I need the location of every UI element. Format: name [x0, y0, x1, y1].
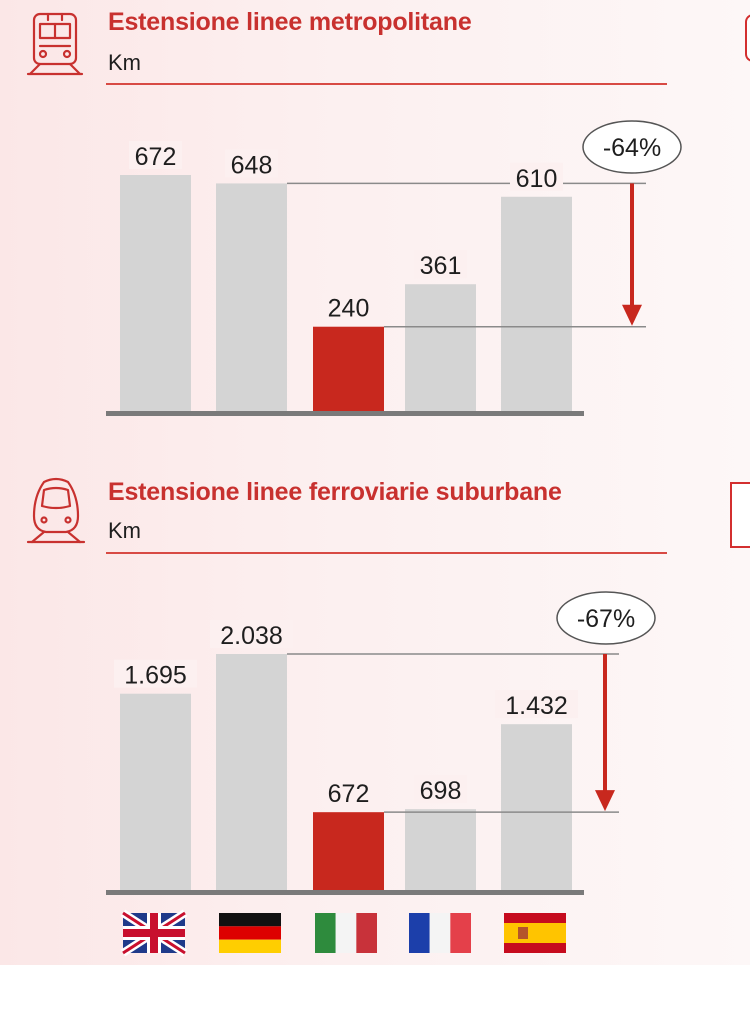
value-label-bg	[510, 162, 563, 191]
bar-uk	[120, 693, 191, 890]
change-badge-label: -64%	[603, 134, 661, 162]
value-label: 1.695	[124, 662, 187, 690]
bar-uk	[120, 175, 191, 411]
title-rule	[106, 552, 667, 554]
chart-title: Estensione linee ferroviarie suburbane	[108, 478, 562, 506]
value-label: 648	[231, 151, 273, 179]
value-label-bg	[210, 620, 293, 648]
suburban-bar-chart: 1.695 2.038 672 698 1.432 -67%	[106, 591, 656, 895]
value-label-bg	[225, 149, 278, 178]
x-axis-baseline	[106, 411, 584, 416]
france-flag-icon	[409, 913, 471, 953]
country-flags-row	[120, 909, 566, 957]
cropped-right-element	[730, 482, 750, 548]
spain-flag-icon	[504, 913, 566, 953]
germany-flag-icon	[219, 913, 281, 953]
bar-germany	[216, 183, 287, 411]
bar-spain	[501, 724, 572, 890]
metro-train-icon	[26, 12, 84, 76]
value-label-bg	[114, 659, 197, 688]
change-badge-label: -67%	[577, 605, 635, 633]
value-label: 240	[328, 295, 370, 323]
value-label: 1.432	[505, 692, 568, 720]
value-label-bg	[129, 141, 182, 169]
change-badge	[582, 120, 682, 174]
cropped-right-element	[745, 14, 750, 62]
value-label-bg	[414, 775, 467, 804]
bar-spain	[501, 196, 572, 411]
bar-france	[405, 809, 476, 890]
chart-title: Estensione linee metropolitane	[108, 8, 472, 36]
change-badge	[556, 591, 656, 645]
chart-unit: Km	[108, 50, 141, 75]
value-label-bg	[322, 292, 375, 321]
x-axis-baseline	[106, 890, 584, 895]
chart-unit: Km	[108, 518, 141, 543]
value-label: 672	[135, 143, 177, 171]
value-label: 610	[516, 165, 558, 193]
value-label-bg	[322, 778, 375, 807]
decline-arrow-head	[595, 790, 615, 812]
decline-arrow-head	[622, 304, 642, 326]
value-label: 698	[420, 777, 462, 805]
bar-france	[405, 284, 476, 411]
value-label-bg	[495, 690, 578, 719]
metro-bar-chart: 672 648 240 361 610 -64%	[106, 120, 682, 416]
bar-germany	[216, 654, 287, 890]
bar-italy	[313, 812, 384, 890]
value-label: 2.038	[220, 622, 283, 650]
suburban-train-icon	[26, 477, 86, 544]
value-label: 361	[420, 252, 462, 280]
value-label: 672	[328, 780, 370, 808]
value-label-bg	[414, 250, 467, 279]
italy-flag-icon	[315, 913, 377, 953]
bar-italy	[313, 326, 384, 411]
uk-flag-icon	[120, 909, 188, 957]
title-rule	[106, 83, 667, 85]
